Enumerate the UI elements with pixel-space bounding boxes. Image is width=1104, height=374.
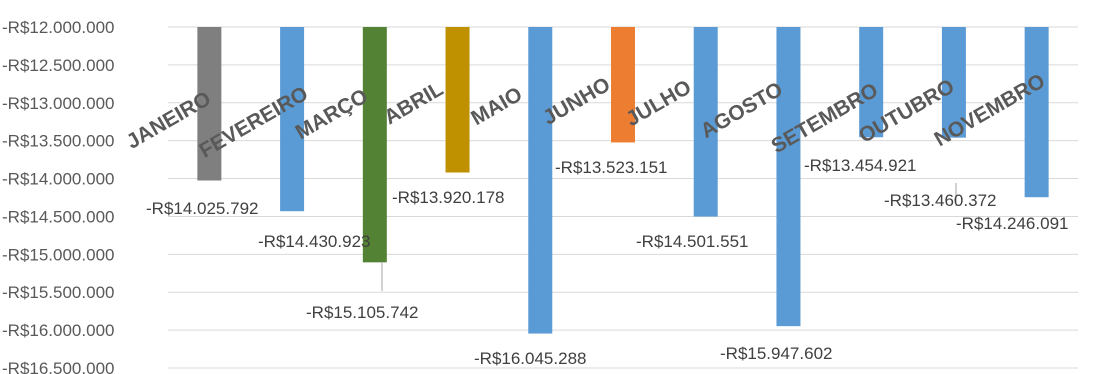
y-tick-label: -R$12.500.000	[2, 56, 114, 75]
y-axis-tick-labels: -R$12.000.000 -R$12.500.000 -R$13.000.000 -…	[2, 18, 114, 374]
bar	[1024, 27, 1049, 198]
y-tick-label: -R$13.500.000	[2, 132, 114, 151]
y-tick-label: -R$12.000.000	[2, 18, 114, 37]
data-labels: -R$14.025.792-R$14.430.923 -R$15.105.742 -…	[146, 156, 1068, 368]
data-label: -R$13.454.921	[804, 156, 916, 175]
y-tick-label: -R$15.000.000	[2, 245, 114, 264]
data-label: -R$15.947.602	[720, 344, 832, 363]
y-tick-label: -R$16.500.000	[2, 359, 114, 374]
data-label: -R$14.501.551	[636, 232, 748, 251]
data-label: -R$13.523.151	[555, 158, 667, 177]
leader-lines	[381, 183, 957, 291]
data-label: -R$13.920.178	[392, 188, 504, 207]
data-label: -R$14.430.923	[258, 232, 370, 251]
bars	[197, 27, 1049, 334]
bar	[611, 27, 635, 143]
bar	[445, 27, 470, 173]
grid-layer	[168, 26, 1078, 369]
bar	[528, 27, 553, 334]
bar	[776, 27, 801, 327]
data-label: -R$14.025.792	[146, 199, 258, 218]
bar	[197, 27, 222, 181]
bar	[693, 27, 718, 217]
category-label: MAIO	[467, 83, 526, 130]
data-label: -R$14.246.091	[956, 214, 1068, 233]
bar	[362, 27, 387, 263]
bar	[941, 27, 966, 138]
data-label: -R$13.460.372	[884, 191, 996, 210]
data-label: -R$15.105.742	[306, 303, 418, 322]
bar	[280, 27, 305, 212]
category-label: ABRIL	[380, 77, 447, 129]
y-tick-label: -R$14.500.000	[2, 207, 114, 226]
y-tick-label: -R$14.000.000	[2, 170, 114, 189]
y-tick-label: -R$15.500.000	[2, 283, 114, 302]
y-tick-label: -R$16.000.000	[2, 321, 114, 340]
bar	[859, 27, 884, 138]
data-label: -R$16.045.288	[474, 349, 586, 368]
y-tick-label: -R$13.000.000	[2, 94, 114, 113]
